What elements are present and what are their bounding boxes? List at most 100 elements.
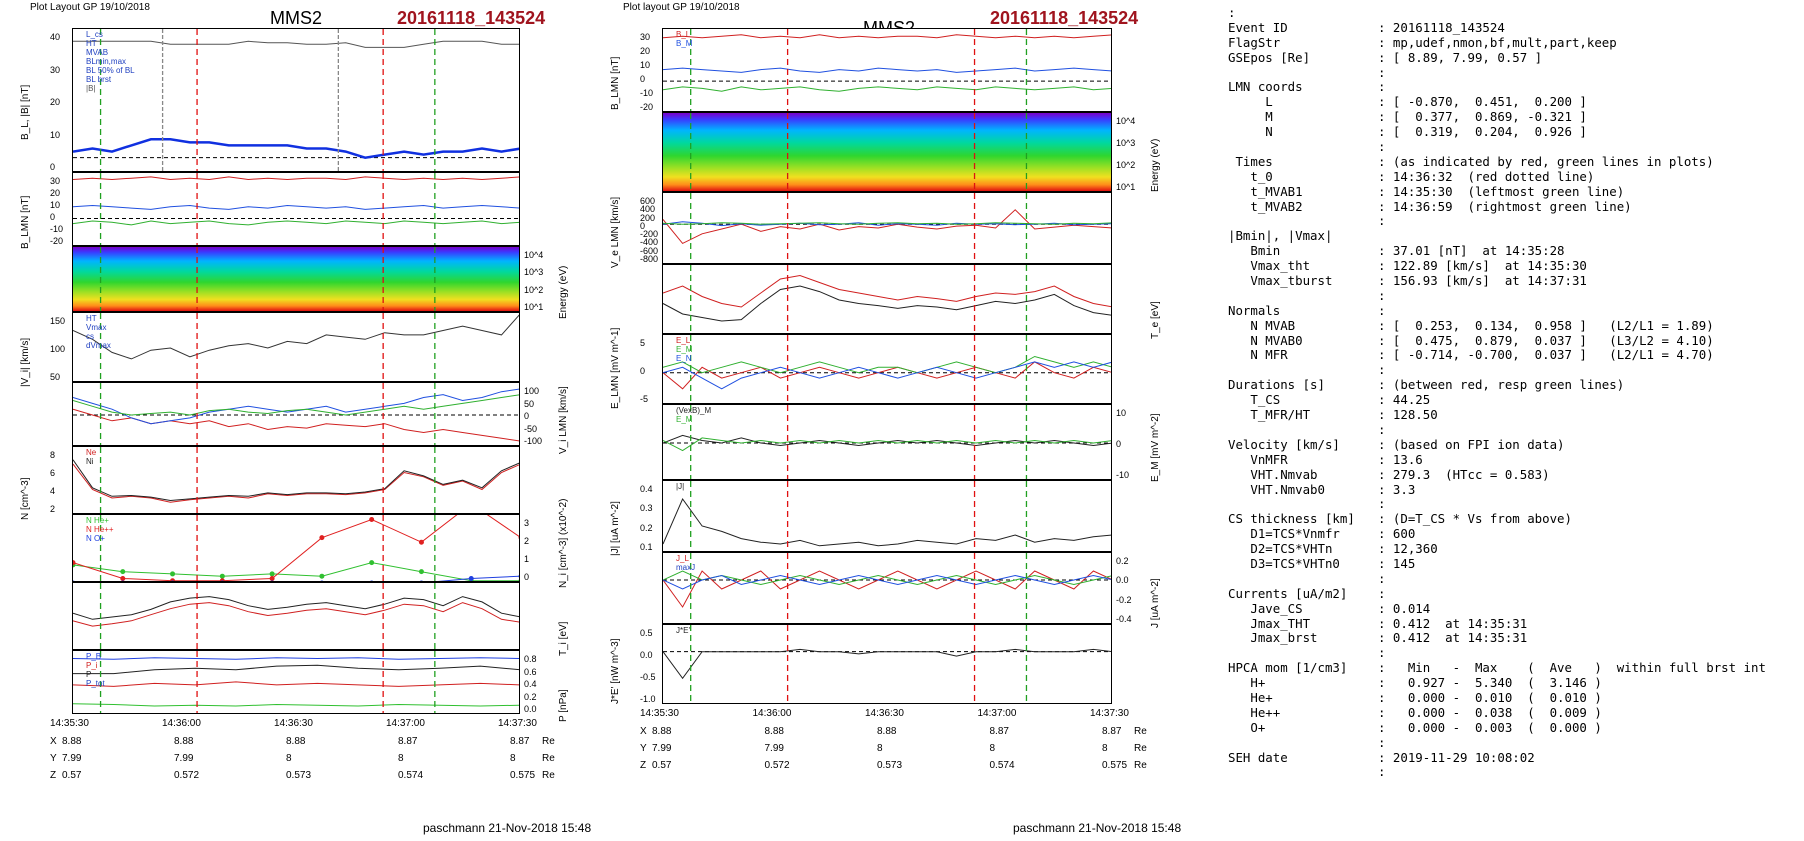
mid-panel-svg: [663, 335, 1111, 403]
left-plot-header: Plot Layout GP 19/10/2018: [30, 2, 150, 13]
y-tick-label: 50: [524, 398, 535, 409]
summary-row: D1=TCS*Vnmfr : 600: [1228, 526, 1766, 542]
y-axis-label: E_LMN [mV m^-1]: [610, 327, 621, 409]
time-tick-label: 14:37:00: [977, 708, 1017, 719]
ephemeris-value: 8.87: [989, 726, 1009, 737]
legend: |J|: [676, 482, 684, 491]
summary-row: L: [ -0.870, 0.451, 0.200 ]: [1228, 94, 1766, 110]
summary-row: Jmax_THT: 0.412 at 14:35:31: [1228, 616, 1766, 632]
y-tick-label: 40: [50, 32, 61, 42]
y-tick-label: 0.2: [1116, 556, 1129, 566]
y-tick-label: 10^2: [1116, 160, 1136, 170]
summary-key: L: [1228, 94, 1273, 110]
series-line-n-he-: [73, 515, 519, 581]
summary-value: :: [1378, 139, 1386, 155]
ephemeris-unit: Re: [1134, 760, 1147, 771]
series-line-p-b: [73, 657, 519, 660]
legend-entry: E_M: [676, 345, 693, 354]
legend-entry: BL brst: [86, 75, 112, 84]
summary-value: : 156.93 [km/s] at 14:37:31: [1378, 273, 1587, 289]
summary-row: Normals:: [1228, 303, 1766, 319]
summary-value: : [ -0.714, -0.700, 0.037 ] (L2/L1 = 4.7…: [1378, 347, 1714, 363]
summary-value: : 20161118_143524: [1378, 19, 1505, 35]
series-point: [219, 578, 225, 581]
y-tick-label: 0: [1116, 439, 1122, 449]
summary-row: CS thickness [km]: (D=T_CS * Vs from abo…: [1228, 511, 1766, 527]
y-tick-label: -20: [50, 236, 64, 246]
ephemeris-value: 8: [398, 753, 404, 764]
ephemeris-value: 0.573: [286, 770, 312, 781]
time-tick-label: 14:35:30: [50, 718, 89, 729]
summary-row: HPCA mom [1/cm3]: Min - Max ( Ave ) with…: [1228, 660, 1766, 676]
y-tick-label: 0.1: [640, 542, 653, 552]
series-line-t-perp: [73, 596, 519, 620]
summary-key: t_MVAB2: [1228, 198, 1303, 214]
summary-key: M: [1228, 109, 1273, 125]
y-tick-label: 400: [640, 204, 656, 215]
summary-key: HPCA mom [1/cm3]: [1228, 660, 1348, 676]
mid-panel-m5: [662, 334, 1112, 404]
summary-value: : [ 0.253, 0.134, 0.958 ] (L2/L1 = 1.89): [1378, 317, 1714, 333]
left-panel-svg: [99, 247, 436, 311]
summary-value: :: [1378, 570, 1386, 586]
mid-panel-m3: [662, 192, 1112, 264]
series-line--vi-: [73, 314, 519, 360]
y-tick-label: 10: [640, 60, 651, 70]
summary-key: D1=TCS*Vnmfr: [1228, 526, 1340, 542]
legend-entry: (VexB)_M: [676, 406, 712, 415]
mid-panel-m4: [662, 264, 1112, 334]
series-point: [219, 573, 225, 579]
series-line-ne: [73, 463, 519, 503]
summary-row: VHT.Nmvab0: 3.3: [1228, 481, 1766, 498]
ephemeris-value: 8.88: [286, 736, 306, 747]
ephemeris-value: 8.87: [1102, 726, 1122, 737]
summary-key: :: [1228, 5, 1236, 20]
ephemeris-value: 0.573: [877, 760, 903, 771]
y-tick-label: -0.4: [1116, 614, 1132, 624]
y-tick-label: 10^4: [524, 250, 544, 260]
summary-row: He+: 0.000 - 0.010 ( 0.010 ): [1228, 690, 1766, 706]
y-tick-label: 0.8: [524, 654, 537, 664]
summary-row: Event ID: 20161118_143524: [1228, 19, 1766, 36]
mid-panel-svg: [663, 29, 1111, 111]
ephemeris-value: 8.88: [652, 726, 672, 737]
ephemeris-value: 7.99: [174, 753, 194, 764]
summary-key: VHT.Nmvab0: [1228, 481, 1325, 497]
series-point: [170, 578, 176, 581]
y-tick-label: 2: [524, 536, 530, 546]
series-point: [73, 580, 75, 581]
summary-row: Vmax_tburst: 156.93 [km/s] at 14:37:31: [1228, 273, 1766, 289]
summary-value: : 600: [1378, 526, 1416, 542]
y-tick-label: 1: [524, 554, 530, 564]
ephemeris-value: 8.88: [877, 726, 897, 737]
summary-value: :: [1378, 421, 1386, 437]
series-point: [419, 580, 423, 581]
summary-key: Jmax_brst: [1228, 630, 1318, 646]
series-line-b-l: [663, 34, 1111, 39]
summary-value: : (as indicated by red, green lines in p…: [1378, 153, 1714, 169]
y-axis-label: T_i [eV]: [558, 621, 569, 656]
y-tick-label: 0: [640, 74, 646, 84]
summary-row: T_CS: 44.25: [1228, 392, 1766, 408]
series-line-b-m: [73, 204, 519, 210]
series-point: [73, 560, 76, 566]
series-line-e-n: [663, 361, 1111, 390]
legend-entry: |B|: [86, 84, 96, 93]
summary-key: Durations [s]: [1228, 377, 1325, 393]
y-tick-label: 30: [50, 64, 61, 75]
summary-row: FlagStr: mp,udef,nmon,bf,mult,part,keep: [1228, 35, 1766, 51]
y-axis-label: B_LMN [nT]: [610, 56, 621, 110]
summary-key: N MVAB: [1228, 317, 1296, 333]
left-panel-l3: [72, 246, 520, 312]
left-panel-svg: [73, 29, 519, 171]
ephemeris-unit: Re: [542, 736, 555, 747]
series-point: [120, 569, 126, 575]
summary-value: : (between red, resp green lines): [1378, 377, 1625, 393]
y-tick-label: 4: [50, 486, 56, 496]
legend-entry: MVAB: [86, 48, 109, 57]
summary-row: VnMFR: 13.6: [1228, 452, 1766, 468]
y-tick-label: 100: [524, 386, 540, 396]
summary-key: T_MFR/HT: [1228, 407, 1311, 423]
legend-entry: L_cs: [86, 30, 103, 39]
series-line-b-l: [73, 176, 519, 181]
